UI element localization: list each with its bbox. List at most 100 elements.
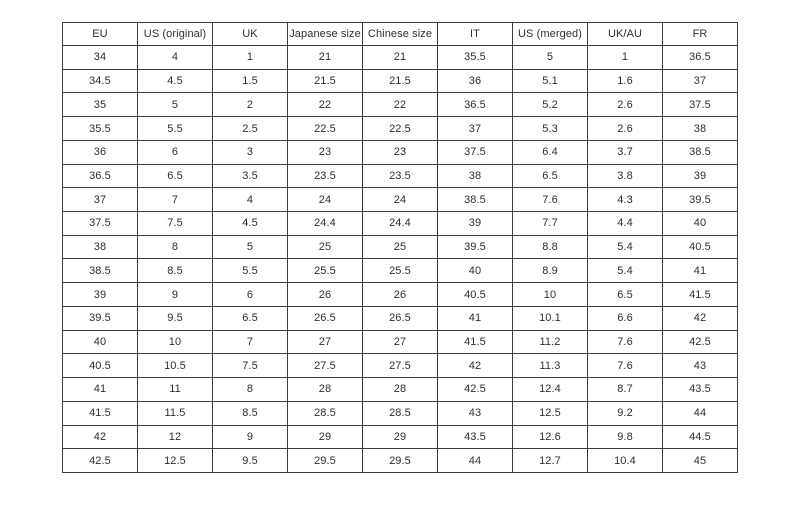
table-cell: 39 <box>62 282 138 307</box>
table-cell: 5 <box>212 234 288 260</box>
table-cell: 45 <box>662 448 738 473</box>
table-cell: 4.5 <box>212 211 288 236</box>
table-cell: 38.5 <box>662 139 738 165</box>
table-cell: 26.5 <box>362 305 438 331</box>
table-cell: 42.5 <box>437 377 513 402</box>
table-cell: 40.5 <box>62 353 138 379</box>
table-cell: 35.5 <box>437 45 513 70</box>
table-cell: 25.5 <box>287 258 363 284</box>
table-cell: 24.4 <box>287 211 363 236</box>
table-cell: 23 <box>362 139 438 165</box>
table-cell: 1.6 <box>587 68 663 94</box>
table-cell: 23 <box>287 139 363 165</box>
table-cell: 29.5 <box>362 448 438 473</box>
table-cell: 6.5 <box>137 163 213 189</box>
table-cell: 9.2 <box>587 400 663 426</box>
table-row: 40.5 10.5 7.5 27.5 27.5 42 11.3 7.6 43 <box>62 353 738 379</box>
table-cell: 41.5 <box>437 329 513 355</box>
table-cell: 11.2 <box>512 329 588 355</box>
table-cell: 24.4 <box>362 211 438 236</box>
table-cell: 28 <box>287 377 363 402</box>
table-cell: 5.1 <box>512 68 588 94</box>
table-cell: 36.5 <box>662 45 738 70</box>
table-cell: 10.4 <box>587 448 663 473</box>
table-cell: 5.5 <box>212 258 288 284</box>
table-cell: 3.8 <box>587 163 663 189</box>
table-cell: 40 <box>437 258 513 284</box>
table-cell: 2.6 <box>587 116 663 141</box>
table-cell: 35.5 <box>62 116 138 141</box>
table-cell: 36.5 <box>437 92 513 118</box>
table-cell: 41 <box>437 305 513 331</box>
table-cell: 43 <box>437 400 513 426</box>
table-cell: 8.8 <box>512 234 588 260</box>
table-cell: 9.5 <box>212 448 288 473</box>
table-cell: 26.5 <box>287 305 363 331</box>
table-cell: 41.5 <box>62 400 138 426</box>
table-cell: 22.5 <box>287 116 363 141</box>
table-cell: 29.5 <box>287 448 363 473</box>
table-cell: 5.3 <box>512 116 588 141</box>
table-cell: 36 <box>62 139 138 165</box>
table-cell: 6 <box>137 139 213 165</box>
table-cell: 4 <box>212 187 288 213</box>
table-header-row: EU US (original) UK Japanese size Chinese si… <box>62 22 738 46</box>
table-cell: 3.7 <box>587 139 663 165</box>
table-header-cell: UK <box>212 22 288 46</box>
table-row: 40 10 7 27 27 41.5 11.2 7.6 42.5 <box>62 329 738 355</box>
table-cell: 27.5 <box>287 353 363 379</box>
table-cell: 12.5 <box>512 400 588 426</box>
table-cell: 1.5 <box>212 68 288 94</box>
table-cell: 9 <box>212 424 288 450</box>
table-cell: 37 <box>437 116 513 141</box>
table-cell: 7.6 <box>587 353 663 379</box>
table-cell: 5.5 <box>137 116 213 141</box>
table-cell: 11 <box>137 377 213 402</box>
table-cell: 42 <box>662 305 738 331</box>
table-cell: 22 <box>287 92 363 118</box>
table-cell: 5.2 <box>512 92 588 118</box>
table-row: 35.5 5.5 2.5 22.5 22.5 37 5.3 2.6 38 <box>62 116 738 141</box>
table-cell: 12.7 <box>512 448 588 473</box>
table-cell: 10 <box>512 282 588 307</box>
table-row: 37.5 7.5 4.5 24.4 24.4 39 7.7 4.4 40 <box>62 211 738 236</box>
table-cell: 5.4 <box>587 258 663 284</box>
table-cell: 38 <box>662 116 738 141</box>
table-cell: 37.5 <box>437 139 513 165</box>
table-cell: 39.5 <box>437 234 513 260</box>
table-cell: 23.5 <box>362 163 438 189</box>
table-cell: 9 <box>137 282 213 307</box>
table-cell: 6.5 <box>587 282 663 307</box>
table-cell: 41.5 <box>662 282 738 307</box>
table-cell: 7.6 <box>587 329 663 355</box>
table-cell: 8.9 <box>512 258 588 284</box>
table-cell: 5 <box>137 92 213 118</box>
table-cell: 39.5 <box>662 187 738 213</box>
table-cell: 44 <box>662 400 738 426</box>
table-row: 41 11 8 28 28 42.5 12.4 8.7 43.5 <box>62 377 738 402</box>
table-cell: 10 <box>137 329 213 355</box>
table-cell: 28.5 <box>287 400 363 426</box>
table-cell: 41 <box>62 377 138 402</box>
table-cell: 12.6 <box>512 424 588 450</box>
table-header-cell: UK/AU <box>587 22 663 46</box>
table-row: 39.5 9.5 6.5 26.5 26.5 41 10.1 6.6 42 <box>62 305 738 331</box>
table-cell: 12.4 <box>512 377 588 402</box>
table-cell: 37 <box>662 68 738 94</box>
table-row: 38 8 5 25 25 39.5 8.8 5.4 40.5 <box>62 234 738 260</box>
table-row: 37 7 4 24 24 38.5 7.6 4.3 39.5 <box>62 187 738 213</box>
table-cell: 8.7 <box>587 377 663 402</box>
table-cell: 43.5 <box>437 424 513 450</box>
table-cell: 38.5 <box>437 187 513 213</box>
table-cell: 29 <box>362 424 438 450</box>
table-cell: 43 <box>662 353 738 379</box>
table-cell: 36.5 <box>62 163 138 189</box>
table-cell: 25 <box>287 234 363 260</box>
table-cell: 7.5 <box>212 353 288 379</box>
table-cell: 8.5 <box>212 400 288 426</box>
table-header-cell: Japanese size <box>287 22 363 46</box>
table-cell: 6.4 <box>512 139 588 165</box>
table-cell: 27.5 <box>362 353 438 379</box>
table-cell: 39 <box>662 163 738 189</box>
